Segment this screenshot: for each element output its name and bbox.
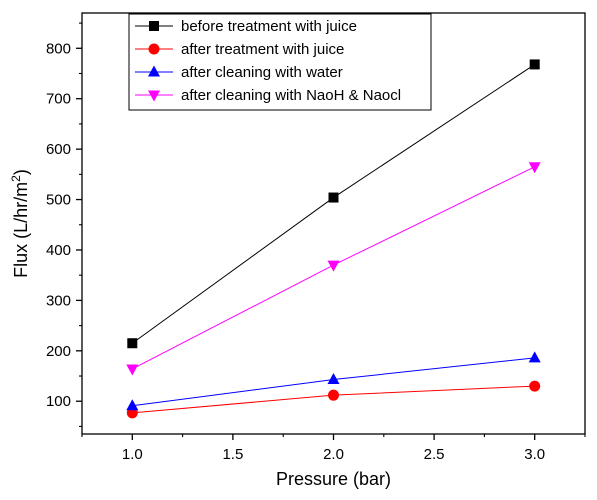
axes: 1.0 1.5 2.0 2.5 3.0 100 200 300 400 500 600 700 800 <box>46 12 586 463</box>
legend-box <box>128 13 432 111</box>
data-point-triangle-down <box>528 162 541 174</box>
data-point-square <box>127 338 138 349</box>
data-point-circle <box>529 380 541 392</box>
data-point-square <box>328 192 339 203</box>
series-2 <box>126 380 541 419</box>
y-axis-title: Flux (L/hr/m2) <box>9 169 31 278</box>
y-axis-title-superscript: 2 <box>9 175 23 182</box>
x-tick-label: 2.5 <box>424 446 445 463</box>
x-tick-label: 2.0 <box>323 446 344 463</box>
legend-label: after cleaning with NaoH & Naocl <box>181 87 401 104</box>
series-1 <box>127 59 540 349</box>
y-axis-title-main: Flux (L/hr/m <box>11 182 31 278</box>
y-tick-label: 200 <box>46 343 71 360</box>
x-tick-label: 3.0 <box>524 446 545 463</box>
y-tick-label: 800 <box>46 40 71 57</box>
x-tick-label: 1.5 <box>222 446 243 463</box>
x-tick-label: 1.0 <box>122 446 143 463</box>
data-point-triangle-up <box>148 65 160 77</box>
series-layer <box>126 59 541 419</box>
data-point-triangle-down <box>148 90 160 102</box>
legend-entry: after treatment with juice <box>135 41 344 58</box>
data-point-triangle-up <box>528 351 541 363</box>
legend-entry: before treatment with juice <box>135 18 357 35</box>
legend: before treatment with juice after treatme… <box>128 13 432 111</box>
legend-label: after treatment with juice <box>181 41 344 58</box>
data-point-square <box>149 21 159 31</box>
y-tick-label: 300 <box>46 292 71 309</box>
data-point-circle <box>328 389 339 401</box>
legend-entry: after cleaning with NaoH & Naocl <box>135 87 401 104</box>
legend-label: before treatment with juice <box>181 18 357 35</box>
data-point-square <box>529 59 540 70</box>
legend-label: after cleaning with water <box>181 64 343 81</box>
data-point-triangle-up <box>327 373 340 385</box>
y-tick-label: 600 <box>46 141 71 158</box>
y-tick-label: 500 <box>46 192 71 209</box>
data-point-triangle-down <box>327 260 340 272</box>
y-tick-label: 400 <box>46 242 71 259</box>
y-axis-title-close: ) <box>11 169 31 175</box>
series-3 <box>126 351 541 411</box>
x-axis-title: Pressure (bar) <box>276 469 391 489</box>
series-4 <box>126 162 541 376</box>
data-point-triangle-down <box>126 364 139 376</box>
data-point-triangle-up <box>126 399 139 411</box>
y-tick-label: 700 <box>46 91 71 108</box>
legend-entry: after cleaning with water <box>135 64 343 81</box>
data-point-circle <box>148 43 160 55</box>
y-tick-label: 100 <box>46 393 71 410</box>
